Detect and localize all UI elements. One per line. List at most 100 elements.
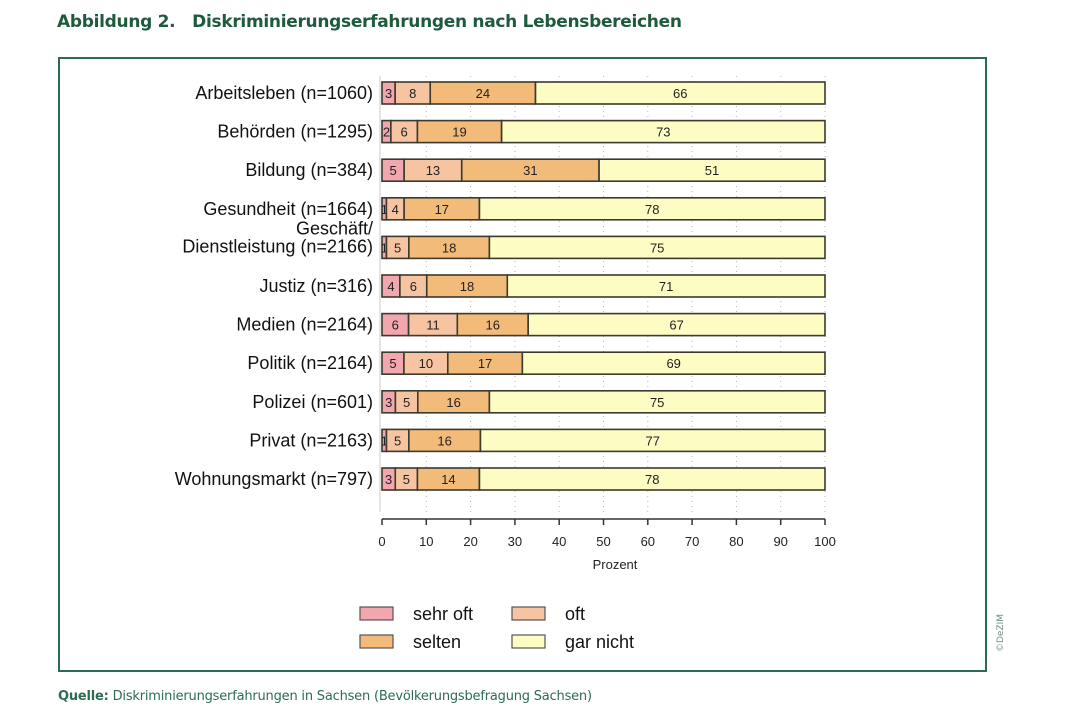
source-label: Quelle: [58,689,109,704]
bar-segment-gar-nicht [527,312,826,337]
x-tick-label: 10 [419,534,433,549]
figure-title-text: Diskriminierungserfahrungen nach Lebensb… [192,12,682,32]
bar-row: 5 13 31 51 [381,158,826,182]
bar-row: 1 4 17 78 [381,197,826,221]
data-label: 11 [426,318,440,333]
data-label: 24 [476,86,490,101]
bar-segment-gar-nicht [506,274,826,298]
data-label: 4 [392,202,399,217]
x-axis-title: Prozent [593,557,638,572]
legend: sehr oft oft selten gar nicht [359,604,634,652]
bar-segment-gar-nicht [598,158,826,182]
bar-segment-gar-nicht [478,197,826,221]
category-label: Medien (n=2164) [236,315,373,335]
data-label: 5 [403,472,410,487]
x-tick-label: 40 [552,534,566,549]
data-label: 4 [387,279,394,294]
category-labels: Arbeitsleben (n=1060) Behörden (n=1295) Bi… [175,83,373,489]
category-label: Arbeitsleben (n=1060) [195,83,373,103]
figure-title: Abbildung 2. Diskriminierungserfahrungen… [57,12,682,32]
x-axis: 0 10 20 30 40 50 60 70 80 90 100 [378,76,836,549]
bar-row: 4 6 18 71 [381,274,826,298]
bar-row: 3 5 14 78 [381,467,826,491]
legend-item: oft [511,604,585,624]
data-label: 75 [650,240,664,255]
category-label: Geschäft/Dienstleistung (n=2166) [182,218,373,256]
category-label-line: Dienstleistung (n=2166) [182,236,373,256]
source-note: Quelle: Diskriminierungserfahrungen in S… [58,689,592,704]
source-text: Diskriminierungserfahrungen in Sachsen (… [112,689,592,704]
data-label: 31 [523,163,537,178]
bar-row: 5 10 17 69 [381,351,826,376]
bar-row: 1 5 18 75 [381,235,826,260]
data-label: 3 [385,86,392,101]
data-label: 66 [673,86,687,101]
data-label: 51 [705,163,719,178]
data-label: 75 [650,395,664,410]
figure-frame [58,57,987,672]
bar-row: 3 8 24 66 [381,81,826,105]
data-label: 5 [394,433,401,448]
bar-segment-gar-nicht [478,467,826,491]
data-label: 77 [645,433,659,448]
x-tick-label: 50 [596,534,610,549]
x-tick-label: 70 [685,534,699,549]
data-label: 19 [452,125,466,140]
data-label: 78 [645,202,659,217]
category-label: Behörden (n=1295) [217,122,373,142]
data-label: 8 [409,86,416,101]
bar-segment-gar-nicht [488,389,826,414]
data-label: 16 [446,395,460,410]
category-label: Wohnungsmarkt (n=797) [175,469,373,489]
bar-row: 3 5 16 75 [381,389,826,414]
x-tick-label: 80 [729,534,743,549]
data-label: 73 [656,125,670,140]
data-label: 1 [381,240,388,255]
x-tick-label: 90 [773,534,787,549]
data-label: 1 [381,202,388,217]
x-tick-label: 0 [378,534,385,549]
bar-segment-gar-nicht [500,119,826,144]
legend-label: sehr oft [413,604,473,624]
data-label: 3 [385,395,392,410]
data-label: 13 [426,163,440,178]
data-label: 3 [385,472,392,487]
legend-swatch [511,606,546,621]
data-label: 5 [394,240,401,255]
data-label: 6 [401,125,408,140]
legend-item: gar nicht [511,632,634,652]
bar-row: 2 6 19 73 [381,119,826,144]
x-tick-label: 100 [814,534,836,549]
data-label: 14 [441,472,455,487]
bar-row: 6 11 16 67 [381,312,826,337]
bar-segment-gar-nicht [479,428,826,453]
data-label: 18 [460,279,474,294]
category-label: Privat (n=2163) [249,430,373,450]
data-label: 6 [410,279,417,294]
legend-label: gar nicht [565,632,634,652]
data-label: 1 [381,433,388,448]
category-label: Justiz (n=316) [259,276,373,296]
data-label: 5 [403,395,410,410]
figure-number: Abbildung 2. [57,12,176,32]
x-tick-label: 60 [641,534,655,549]
x-tick-label: 20 [463,534,477,549]
data-label: 67 [669,318,683,333]
category-label: Politik (n=2164) [247,353,373,373]
data-label: 17 [478,356,492,371]
category-label: Gesundheit (n=1664) [203,199,373,219]
data-label: 16 [437,433,451,448]
legend-label: selten [413,632,461,652]
data-label: 5 [389,163,396,178]
x-tick-label: 30 [508,534,522,549]
data-label: 17 [435,202,449,217]
bar-segment-gar-nicht [534,81,826,105]
data-label: 2 [383,125,390,140]
data-label: 5 [389,356,396,371]
data-label: 16 [486,318,500,333]
data-label: 69 [666,356,680,371]
legend-item: selten [359,632,461,652]
category-label-line: Geschäft/ [296,218,373,238]
legend-swatch [359,634,394,649]
data-label: 78 [645,472,659,487]
